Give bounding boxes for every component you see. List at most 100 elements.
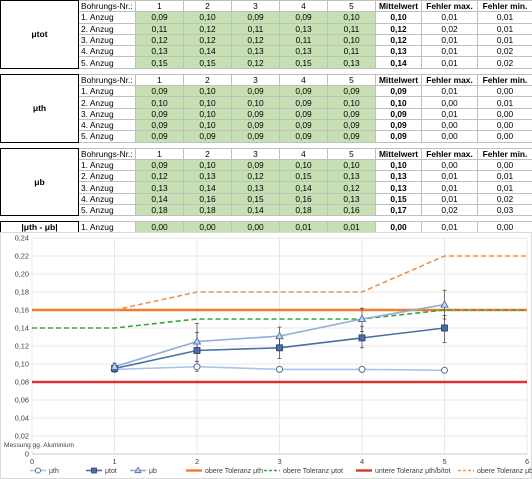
mean-header: Mittelwert: [375, 0, 422, 13]
mean-cell: 0,10: [375, 158, 422, 172]
value-cell: 0,13: [183, 170, 232, 183]
error-max-cell: 0,00: [421, 118, 478, 132]
error-min-cell: 0,02: [477, 56, 532, 69]
column-number: 3: [231, 147, 280, 160]
value-cell: 0,09: [231, 107, 280, 120]
value-cell: 0,16: [327, 204, 376, 217]
error-min-cell: 0,00: [477, 118, 532, 132]
row-label: 5. Anzug: [78, 56, 136, 69]
value-cell: 0,12: [231, 56, 280, 69]
row-label: 4. Anzug: [78, 45, 136, 58]
row-label: 4. Anzug: [78, 118, 136, 132]
value-cell: 0,16: [183, 192, 232, 206]
value-cell: 0,12: [183, 33, 232, 47]
y-tick-label: 0,02: [15, 432, 29, 441]
friction-table: μtot Bohrungs-Nr.: 1 2 3 4 5 Mittelwert Fehler m…: [0, 0, 532, 69]
coefficient-symbol-text: μth: [32, 103, 47, 114]
legend-item: μb: [130, 466, 157, 475]
value-cell: 0,10: [327, 33, 376, 47]
y-tick-label: 0,10: [15, 360, 29, 369]
legend-label: obere Toleranz μtot: [283, 468, 343, 475]
value-cell: 0,14: [231, 204, 280, 217]
error-min-cell: 0,01: [477, 96, 532, 109]
value-cell: 0,13: [279, 22, 328, 35]
value-cell: 0,09: [231, 158, 280, 172]
value-cell: 0,15: [279, 170, 328, 183]
value-cell: 0,11: [279, 33, 328, 47]
data-point: [192, 336, 202, 345]
friction-chart: 0 0,02 0,04 0,06 0,08 0,10 0,12 0,14 0,16 0,18 0,2…: [0, 232, 532, 479]
series-line: [114, 255, 527, 311]
value-cell: 0,13: [327, 170, 376, 183]
value-cell: 0,09: [231, 130, 280, 143]
y-tick-label: 0,18: [15, 288, 29, 297]
coefficient-symbol-text: |μth - μb|: [21, 222, 58, 233]
column-number: 2: [183, 147, 232, 160]
x-tick-label: 6: [525, 457, 529, 466]
error-max-header: Fehler max.: [421, 73, 478, 87]
y-tick-label: 0,08: [15, 378, 29, 387]
row-label: 1. Anzug: [78, 158, 136, 172]
error-min-cell: 0,00: [477, 130, 532, 143]
legend-marker: [34, 467, 42, 474]
value-cell: 0,09: [135, 130, 184, 143]
coefficient-symbol: μb: [0, 147, 79, 217]
legend-label: μth: [49, 468, 59, 475]
error-max-cell: 0,01: [421, 56, 478, 69]
value-cell: 0,14: [183, 181, 232, 194]
value-cell: 0,10: [327, 158, 376, 172]
column-number: 4: [279, 0, 328, 13]
value-cell: 0,15: [231, 192, 280, 206]
legend-label: untere Toleranz μth/b/tot: [375, 468, 451, 475]
column-number: 3: [231, 0, 280, 13]
data-point: [110, 361, 119, 370]
coefficient-symbol: μtot: [0, 0, 79, 69]
mean-cell: 0,13: [375, 170, 422, 183]
mean-header: Mittelwert: [375, 147, 422, 160]
mean-header: Mittelwert: [375, 73, 422, 87]
value-cell: 0,14: [135, 192, 184, 206]
table-row: 2. Anzug 0,12 0,13 0,12 0,15 0,13 0,13 0,01 0,01: [1, 170, 532, 183]
value-cell: 0,12: [135, 33, 184, 47]
x-tick-label: 2: [195, 457, 199, 466]
data-point: [276, 344, 283, 352]
value-cell: 0,14: [183, 45, 232, 58]
value-cell: 0,10: [183, 158, 232, 172]
legend-label: obere Toleranz μth: [205, 468, 263, 475]
value-cell: 0,16: [279, 192, 328, 206]
value-cell: 0,15: [279, 56, 328, 69]
value-cell: 0,18: [135, 204, 184, 217]
row-label: 4. Anzug: [78, 192, 136, 206]
mean-cell: 0,12: [375, 22, 422, 35]
table-row: 4. Anzug 0,13 0,14 0,13 0,13 0,11 0,13 0,01 0,02: [1, 45, 532, 58]
header-label: Bohrungs-Nr.:: [78, 147, 136, 160]
value-cell: 0,09: [279, 85, 328, 98]
mean-cell: 0,14: [375, 56, 422, 69]
data-point: [357, 314, 367, 323]
x-tick-label: 3: [277, 457, 281, 466]
series-line: [32, 309, 527, 329]
legend-marker: [134, 466, 142, 474]
error-max-cell: 0,00: [421, 130, 478, 143]
legend-label: μb: [149, 468, 157, 475]
value-cell: 0,09: [279, 130, 328, 143]
value-cell: 0,09: [231, 85, 280, 98]
table-row: 5. Anzug 0,15 0,15 0,12 0,15 0,13 0,14 0,01 0,02: [1, 56, 532, 69]
error-min-cell: 0,01: [477, 22, 532, 35]
column-number: 1: [135, 147, 184, 160]
legend-label: μtot: [105, 468, 117, 475]
results-tables: μtot Bohrungs-Nr.: 1 2 3 4 5 Mittelwert Fehler m…: [0, 0, 532, 234]
value-cell: 0,10: [231, 96, 280, 109]
table-row: 1. Anzug 0,09 0,10 0,09 0,10 0,10 0,10 0,00 0,00: [1, 158, 532, 172]
legend-label: obere Toleranz μb: [477, 468, 532, 475]
row-label: 5. Anzug: [78, 204, 136, 217]
value-cell: 0,10: [183, 96, 232, 109]
error-max-cell: 0,01: [421, 45, 478, 58]
value-cell: 0,09: [135, 85, 184, 98]
column-number: 5: [327, 73, 376, 87]
legend-item: μtot: [86, 467, 117, 475]
error-max-cell: 0,00: [421, 158, 478, 172]
data-point: [440, 299, 449, 308]
value-cell: 0,09: [327, 118, 376, 132]
legend-item: obere Toleranz μb: [458, 468, 532, 475]
